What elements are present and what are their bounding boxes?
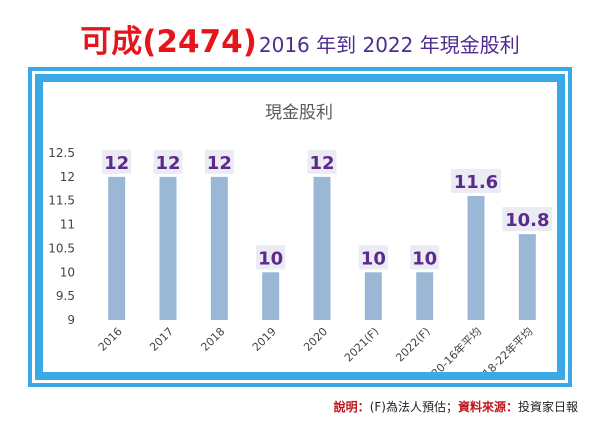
y-tick-label: 11 [60, 218, 75, 232]
page-header: 可成(2474) 2016 年到 2022 年現金股利 [0, 16, 600, 61]
x-category-label: 2020 [301, 325, 330, 354]
data-label-background [451, 168, 501, 193]
footnote-text-explanation: (F)為法人預估； [369, 400, 458, 414]
data-label-background [502, 207, 553, 232]
data-label-background [358, 245, 388, 270]
bar [262, 272, 280, 320]
chart-frame-gap: 現金股利 9 9.5 10 10.5 11 11.5 12 12.5 12 2016 12 2017 1… [32, 71, 568, 383]
y-tick-label: 11.5 [48, 194, 75, 208]
bar [108, 176, 126, 320]
dividend-bar-chart: 現金股利 9 9.5 10 10.5 11 11.5 12 12.5 12 2016 12 2017 1… [48, 103, 553, 372]
chart-frame-border: 現金股利 9 9.5 10 10.5 11 11.5 12 12.5 12 2016 12 2017 1… [35, 74, 565, 380]
data-label-background [307, 149, 337, 174]
y-tick-label: 10.5 [48, 241, 75, 255]
x-category-label: 2018 [198, 325, 227, 354]
bar [467, 195, 485, 320]
data-label-background [410, 245, 440, 270]
data-label: 10.8 [505, 210, 549, 231]
y-tick-label: 10 [60, 265, 75, 279]
x-category-label: 2022(F) [393, 325, 433, 365]
data-label-background [153, 149, 183, 174]
data-label: 10 [412, 248, 437, 269]
x-category-label: 20-16年平均 [428, 324, 484, 372]
bar [159, 176, 177, 320]
y-tick-label: 12 [60, 170, 75, 184]
footnote-text-source: 投資家日報 [517, 400, 578, 414]
data-label: 12 [104, 153, 129, 174]
data-label-background [256, 245, 286, 270]
data-label: 10 [361, 248, 386, 269]
data-label: 12 [155, 153, 180, 174]
data-label-background [102, 149, 132, 174]
footnote-label-explanation: 說明： [333, 400, 370, 414]
data-label: 12 [309, 153, 334, 174]
footnote: 說明：(F)為法人預估；資料來源：投資家日報 [334, 398, 578, 415]
chart-title: 現金股利 [265, 103, 333, 123]
x-category-label: 2021(F) [342, 325, 382, 365]
y-tick-label: 9.5 [56, 289, 75, 303]
data-label: 11.6 [454, 172, 498, 193]
data-label: 12 [207, 153, 232, 174]
bar [210, 176, 228, 320]
bar [364, 272, 382, 320]
y-tick-label: 12.5 [48, 146, 75, 160]
footnote-label-source: 資料來源： [457, 400, 518, 414]
page-subtitle: 2016 年到 2022 年現金股利 [258, 33, 520, 57]
x-category-label: 2016 [96, 325, 125, 354]
chart-plot-area: 現金股利 9 9.5 10 10.5 11 11.5 12 12.5 12 2016 12 2017 1… [43, 82, 557, 372]
data-label-background [204, 149, 234, 174]
bar [313, 176, 331, 320]
bar [416, 272, 434, 320]
y-tick-label: 9 [67, 313, 75, 327]
data-label: 10 [258, 248, 283, 269]
x-category-label: 2017 [147, 325, 176, 354]
stock-code-title: 可成(2474) [80, 24, 257, 60]
x-category-label: 2019 [250, 325, 279, 354]
bar [518, 234, 536, 320]
chart-frame: 現金股利 9 9.5 10 10.5 11 11.5 12 12.5 12 2016 12 2017 1… [28, 67, 572, 387]
x-category-label: 18-22年平均 [480, 324, 536, 372]
